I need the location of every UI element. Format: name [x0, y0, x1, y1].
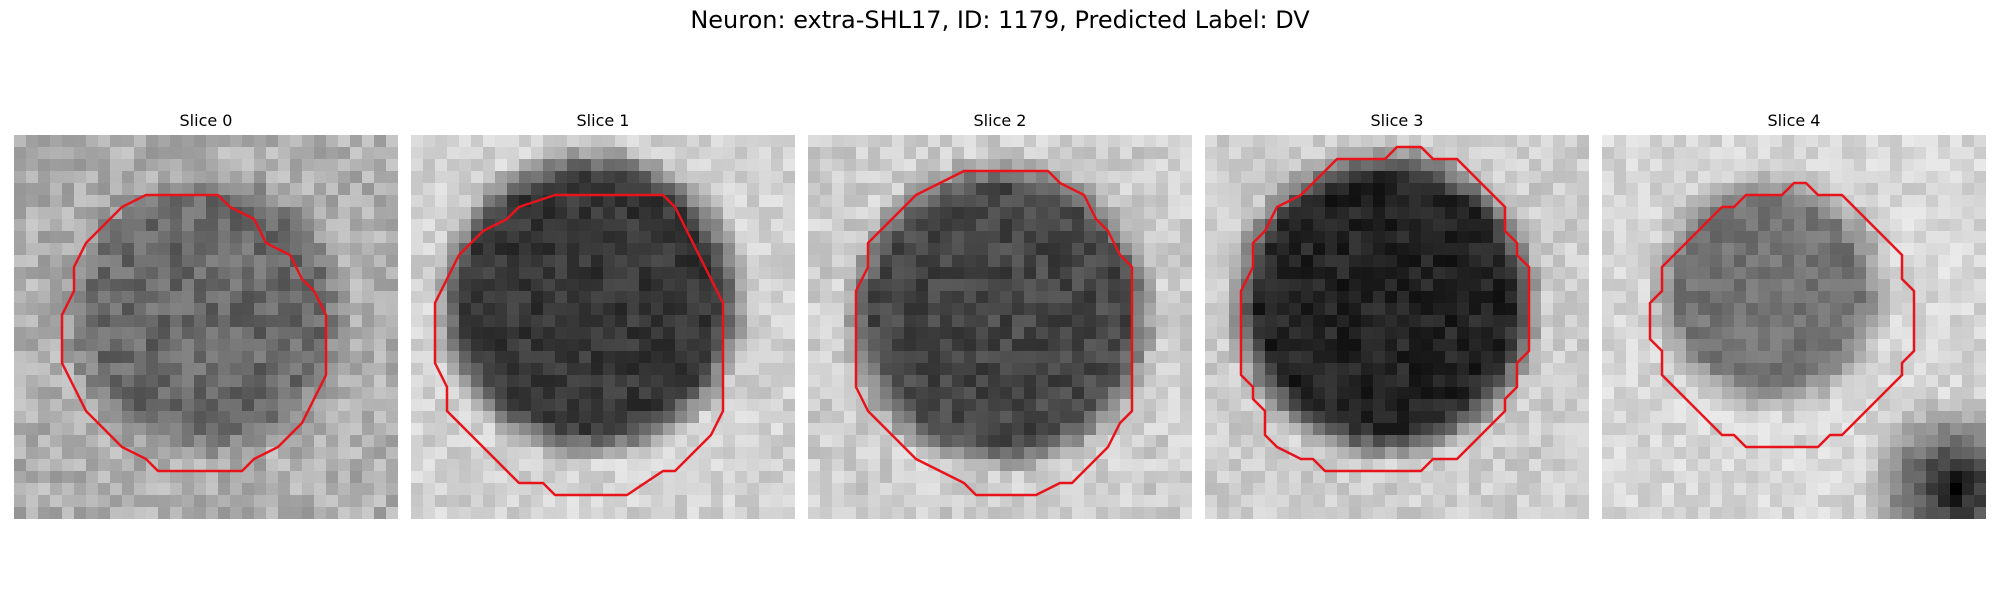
slice-panel-0: Slice 0: [14, 110, 398, 519]
slice-panel-1: Slice 1: [411, 110, 795, 519]
slice-title: Slice 2: [973, 111, 1027, 130]
slice-title: Slice 4: [1767, 111, 1821, 130]
slice-title: Slice 1: [576, 111, 630, 130]
pixel-grid: [411, 135, 795, 519]
slice-image-1: [411, 135, 795, 519]
neuron-contour: [60, 193, 328, 473]
figure-title: Neuron: extra-SHL17, ID: 1179, Predicted…: [690, 6, 1310, 34]
pixel-grid: [808, 135, 1192, 519]
neuron-contour: [1648, 181, 1916, 449]
slice-image-4: [1602, 135, 1986, 519]
neuron-contour: [433, 193, 725, 497]
pixel-grid: [14, 135, 398, 519]
slice-panel-4: Slice 4: [1602, 110, 1986, 519]
slice-image-2: [808, 135, 1192, 519]
slice-panel-2: Slice 2: [808, 110, 1192, 519]
pixel-grid: [1602, 135, 1986, 519]
pixel-grid: [1205, 135, 1589, 519]
neuron-contour: [1239, 145, 1531, 473]
slice-panel-3: Slice 3: [1205, 110, 1589, 519]
slice-title: Slice 0: [179, 111, 233, 130]
slice-image-3: [1205, 135, 1589, 519]
neuron-contour: [854, 169, 1134, 497]
slice-title: Slice 3: [1370, 111, 1424, 130]
slice-image-0: [14, 135, 398, 519]
